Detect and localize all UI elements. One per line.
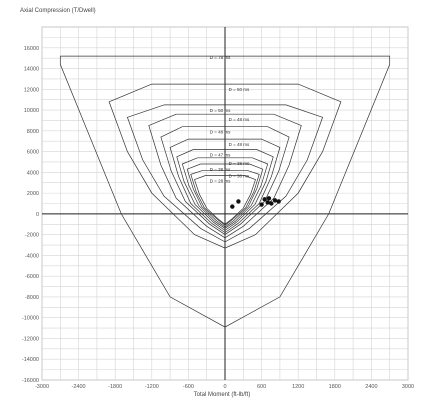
x-tick-label: 0 xyxy=(223,384,226,390)
interaction-curve xyxy=(176,149,274,231)
interaction-curve xyxy=(194,175,256,225)
load-point xyxy=(262,197,267,202)
interaction-curve xyxy=(181,157,269,229)
curve-label: D = 50 ms xyxy=(229,87,250,92)
y-tick-label: 10000 xyxy=(24,108,39,114)
interaction-curve xyxy=(190,169,260,226)
load-point xyxy=(230,204,235,209)
interaction-curve xyxy=(169,138,281,234)
curve-label: D = 38 ms xyxy=(210,167,231,172)
y-tick-label: 12000 xyxy=(24,87,39,93)
curve-label: D = 38 ms xyxy=(229,161,250,166)
curve-label: D = 47 ms xyxy=(210,153,231,158)
y-tick-label: -4000 xyxy=(25,253,39,259)
x-tick-label: 1200 xyxy=(292,384,304,390)
load-point xyxy=(272,198,278,203)
y-tick-label: -10000 xyxy=(22,316,39,322)
interaction-curve xyxy=(186,163,264,228)
y-tick-label: -14000 xyxy=(22,357,39,363)
curve-label: D = 28 ms xyxy=(210,178,231,183)
x-axis-label: Total Moment (ft-lb/ft) xyxy=(194,392,251,398)
load-point xyxy=(259,202,264,207)
y-tick-label: -12000 xyxy=(22,336,39,342)
y-tick-label: 2000 xyxy=(27,191,39,197)
y-tick-label: 14000 xyxy=(24,67,39,73)
curve-label: D = 78 ms xyxy=(210,55,231,60)
y-tick-label: -2000 xyxy=(25,233,39,239)
tick-labels: -3000 -2400 -1800 -1200 -600 0 600 1200 1800 2400… xyxy=(22,46,414,390)
load-point xyxy=(266,196,272,201)
y-tick-label: -16000 xyxy=(22,378,39,384)
y-axis-label: Axial Compression (T/Dwell) xyxy=(20,8,96,14)
load-point xyxy=(269,201,274,206)
y-tick-label: 0 xyxy=(36,212,39,218)
interaction-curve xyxy=(108,83,342,249)
y-tick-label: 6000 xyxy=(27,150,39,156)
curve-label: D = 48 ms xyxy=(229,142,250,147)
x-tick-label: 1800 xyxy=(329,384,341,390)
curve-label: D = 50 ms xyxy=(210,108,231,113)
y-tick-label: 4000 xyxy=(27,170,39,176)
load-point xyxy=(265,200,270,205)
curve-label: D = 48 ms xyxy=(229,117,250,122)
x-tick-label: -600 xyxy=(183,384,194,390)
x-tick-label: 2400 xyxy=(365,384,377,390)
curve-label: D = 38 ms xyxy=(229,173,250,178)
y-tick-label: -8000 xyxy=(25,295,39,301)
load-points xyxy=(230,196,281,209)
curve-label: D = 48 ms xyxy=(210,130,231,135)
y-tick-label: 8000 xyxy=(27,129,39,135)
interaction-curve xyxy=(148,113,302,239)
curve-labels: D = 78 ms D = 50 ms D = 50 ms D = 48 ms D = … xyxy=(210,55,250,183)
x-tick-label: 3000 xyxy=(402,384,414,390)
x-tick-label: -2400 xyxy=(72,384,86,390)
load-point xyxy=(276,199,281,204)
interaction-curves xyxy=(59,55,391,328)
x-tick-label: 600 xyxy=(257,384,266,390)
x-tick-label: -1800 xyxy=(108,384,122,390)
x-tick-label: -1200 xyxy=(145,384,159,390)
interaction-curve xyxy=(126,104,324,243)
x-tick-label: -3000 xyxy=(35,384,49,390)
load-point xyxy=(236,199,241,204)
y-tick-label: 16000 xyxy=(24,46,39,52)
y-tick-label: -6000 xyxy=(25,274,39,280)
interaction-curve xyxy=(59,55,391,328)
interaction-curve xyxy=(160,126,290,236)
